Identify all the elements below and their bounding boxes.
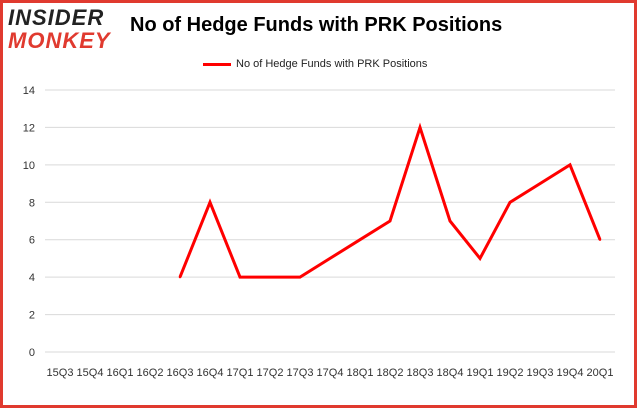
chart-legend: No of Hedge Funds with PRK Positions (203, 57, 427, 71)
y-tick-label: 0 (29, 347, 35, 359)
x-tick-label: 16Q2 (137, 367, 164, 379)
x-tick-label: 20Q1 (587, 367, 614, 379)
x-tick-label: 17Q4 (317, 367, 344, 379)
legend-swatch (203, 62, 231, 66)
x-tick-label: 16Q3 (167, 367, 194, 379)
data-point (598, 238, 602, 241)
data-point (538, 182, 542, 185)
logo-word-insider: INSIDER (8, 5, 105, 30)
y-tick-label: 14 (23, 85, 35, 97)
x-tick-label: 18Q3 (407, 367, 434, 379)
data-point (358, 238, 362, 241)
x-tick-label: 16Q4 (197, 367, 224, 379)
data-point (448, 219, 452, 223)
data-point (418, 126, 422, 129)
x-tick-label: 18Q2 (377, 367, 404, 379)
data-point (178, 275, 182, 279)
data-point (238, 275, 242, 279)
y-tick-label: 2 (29, 310, 35, 322)
data-point (298, 275, 302, 279)
x-tick-label: 18Q1 (347, 367, 374, 379)
y-tick-label: 12 (23, 122, 35, 134)
x-tick-label: 17Q2 (257, 367, 284, 379)
data-point (508, 201, 512, 204)
y-tick-label: 10 (23, 160, 35, 172)
x-tick-label: 17Q1 (227, 367, 254, 379)
data-point (388, 219, 392, 223)
data-point (268, 275, 272, 279)
y-tick-label: 4 (29, 272, 35, 284)
x-tick-label: 19Q1 (467, 367, 494, 379)
chart-title: No of Hedge Funds with PRK Positions (130, 14, 503, 36)
y-tick-label: 8 (29, 197, 35, 209)
x-tick-label: 15Q4 (77, 367, 104, 379)
x-tick-label: 19Q2 (497, 367, 524, 379)
y-tick-label: 6 (29, 235, 35, 247)
data-point (568, 163, 572, 167)
x-tick-label: 19Q3 (527, 367, 554, 379)
logo-word-monkey: MONKEY (8, 28, 111, 53)
x-tick-label: 19Q4 (557, 367, 584, 379)
insider-monkey-logo: INSIDER MONKEY (8, 4, 118, 54)
data-point (328, 257, 332, 260)
x-tick-label: 15Q3 (47, 367, 74, 379)
data-point (478, 257, 482, 260)
x-tick-label: 17Q3 (287, 367, 314, 379)
legend-label: No of Hedge Funds with PRK Positions (236, 58, 428, 70)
data-point (208, 201, 212, 204)
x-tick-label: 16Q1 (107, 367, 134, 379)
x-tick-label: 18Q4 (437, 367, 464, 379)
